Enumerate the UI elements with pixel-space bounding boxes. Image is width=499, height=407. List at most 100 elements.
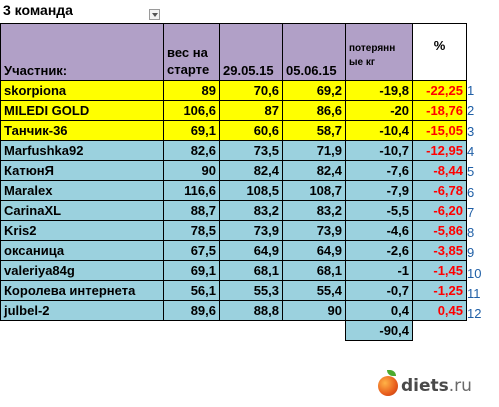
start-weight[interactable]: 67,5	[163, 240, 220, 261]
loss-kg[interactable]: -10,7	[345, 140, 413, 161]
empty-cell	[164, 321, 220, 341]
total-row: -90,4	[1, 320, 467, 341]
loss-kg[interactable]: -1	[345, 260, 413, 281]
percent-loss[interactable]: -18,76	[412, 100, 467, 121]
weight-date1[interactable]: 73,9	[219, 220, 283, 241]
loss-kg[interactable]: -19,8	[345, 80, 413, 101]
participant-name[interactable]: valeriya84g	[0, 260, 164, 281]
weight-date2[interactable]: 58,7	[282, 120, 346, 141]
start-weight[interactable]: 116,6	[163, 180, 220, 201]
table-row: CarinaXL 88,7 83,2 83,2 -5,5 -6,20	[0, 200, 467, 221]
weight-date2[interactable]: 83,2	[282, 200, 346, 221]
table-row: MILEDI GOLD 106,6 87 86,6 -20 -18,76	[0, 100, 467, 121]
header-name: Участник:	[0, 23, 164, 81]
weight-date2[interactable]: 64,9	[282, 240, 346, 261]
participant-name[interactable]: Королева интернета	[0, 280, 164, 301]
percent-loss[interactable]: -15,05	[412, 120, 467, 141]
table-row: Kris2 78,5 73,9 73,9 -4,6 -5,86	[0, 220, 467, 241]
start-weight[interactable]: 56,1	[163, 280, 220, 301]
start-weight[interactable]: 90	[163, 160, 220, 181]
weight-date1[interactable]: 108,5	[219, 180, 283, 201]
rank-number: 1	[467, 83, 475, 98]
participant-name[interactable]: КатюнЯ	[0, 160, 164, 181]
percent-loss[interactable]: -3,85	[412, 240, 467, 261]
weight-date1[interactable]: 87	[219, 100, 283, 121]
table-row: Maralex 116,6 108,5 108,7 -7,9 -6,78	[0, 180, 467, 201]
loss-kg[interactable]: -20	[345, 100, 413, 121]
start-weight[interactable]: 82,6	[163, 140, 220, 161]
weight-date1[interactable]: 88,8	[219, 300, 283, 321]
participant-name[interactable]: CarinaXL	[0, 200, 164, 221]
empty-cell	[220, 321, 283, 341]
participant-name[interactable]: Maralex	[0, 180, 164, 201]
percent-loss[interactable]: -22,25	[412, 80, 467, 101]
start-weight[interactable]: 89,6	[163, 300, 220, 321]
rank-number: 10	[467, 265, 482, 281]
loss-kg[interactable]: -0,7	[345, 280, 413, 301]
rank-number: 2	[467, 103, 475, 119]
header-loss: потерянн ые кг	[345, 23, 413, 81]
participant-name[interactable]: оксаница	[0, 240, 164, 261]
participant-name[interactable]: Kris2	[0, 220, 164, 241]
weight-date2[interactable]: 71,9	[282, 140, 346, 161]
weight-date2[interactable]: 73,9	[282, 220, 346, 241]
table-row: valeriya84g 69,1 68,1 68,1 -1 -1,45	[0, 260, 467, 281]
participant-name[interactable]: skorpiona	[0, 80, 164, 101]
percent-loss[interactable]: -5,86	[412, 220, 467, 241]
weight-date1[interactable]: 64,9	[219, 240, 283, 261]
filter-dropdown-icon[interactable]	[149, 9, 160, 20]
weight-date1[interactable]: 60,6	[219, 120, 283, 141]
header-loss-line1: потерянн	[349, 43, 396, 54]
participant-name[interactable]: Танчик-36	[0, 120, 164, 141]
loss-kg[interactable]: -10,4	[345, 120, 413, 141]
weight-date1[interactable]: 82,4	[219, 160, 283, 181]
percent-loss[interactable]: -6,78	[412, 180, 467, 201]
loss-kg[interactable]: -7,6	[345, 160, 413, 181]
header-start-line1: вес на	[167, 45, 208, 60]
table-row: КатюнЯ 90 82,4 82,4 -7,6 -8,44	[0, 160, 467, 181]
percent-loss[interactable]: -6,20	[412, 200, 467, 221]
weight-date2[interactable]: 82,4	[282, 160, 346, 181]
loss-kg[interactable]: -7,9	[345, 180, 413, 201]
loss-kg[interactable]: -2,6	[345, 240, 413, 261]
start-weight[interactable]: 106,6	[163, 100, 220, 121]
table-row: Marfushka92 82,6 73,5 71,9 -10,7 -12,95	[0, 140, 467, 161]
loss-kg[interactable]: -5,5	[345, 200, 413, 221]
start-weight[interactable]: 69,1	[163, 260, 220, 281]
percent-loss[interactable]: -8,44	[412, 160, 467, 181]
weight-date2[interactable]: 69,2	[282, 80, 346, 101]
weight-date1[interactable]: 73,5	[219, 140, 283, 161]
weight-date2[interactable]: 55,4	[282, 280, 346, 301]
start-weight[interactable]: 78,5	[163, 220, 220, 241]
weight-date1[interactable]: 70,6	[219, 80, 283, 101]
empty-cell	[283, 321, 346, 341]
results-table: Участник: вес на старте 29.05.15 05.06.15…	[0, 23, 467, 341]
weight-date1[interactable]: 83,2	[219, 200, 283, 221]
weight-date2[interactable]: 108,7	[282, 180, 346, 201]
table-row: julbel-2 89,6 88,8 90 0,4 0,45	[0, 300, 467, 321]
percent-loss[interactable]: -1,25	[412, 280, 467, 301]
percent-loss[interactable]: -1,45	[412, 260, 467, 281]
rank-number: 9	[467, 245, 475, 261]
loss-kg[interactable]: 0,4	[345, 300, 413, 321]
rank-number: 6	[467, 184, 475, 200]
start-weight[interactable]: 89	[163, 80, 220, 101]
start-weight[interactable]: 69,1	[163, 120, 220, 141]
weight-date1[interactable]: 68,1	[219, 260, 283, 281]
participant-name[interactable]: julbel-2	[0, 300, 164, 321]
rank-number: 8	[467, 225, 475, 241]
loss-kg[interactable]: -4,6	[345, 220, 413, 241]
weight-date2[interactable]: 68,1	[282, 260, 346, 281]
watermark-text: diets.ru	[401, 376, 472, 396]
header-percent: %	[412, 23, 467, 81]
total-loss[interactable]: -90,4	[345, 320, 413, 341]
start-weight[interactable]: 88,7	[163, 200, 220, 221]
participant-name[interactable]: MILEDI GOLD	[0, 100, 164, 121]
percent-loss[interactable]: 0,45	[412, 300, 467, 321]
table-row: Танчик-36 69,1 60,6 58,7 -10,4 -15,05	[0, 120, 467, 141]
weight-date1[interactable]: 55,3	[219, 280, 283, 301]
weight-date2[interactable]: 90	[282, 300, 346, 321]
percent-loss[interactable]: -12,95	[412, 140, 467, 161]
weight-date2[interactable]: 86,6	[282, 100, 346, 121]
participant-name[interactable]: Marfushka92	[0, 140, 164, 161]
